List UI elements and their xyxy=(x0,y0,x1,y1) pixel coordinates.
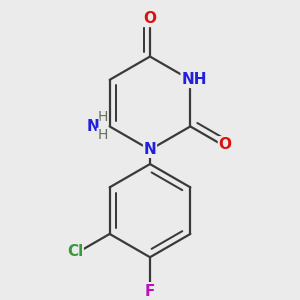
Text: N: N xyxy=(144,142,156,157)
Text: N: N xyxy=(86,119,99,134)
Text: F: F xyxy=(145,284,155,299)
Text: H: H xyxy=(97,128,108,142)
Text: H: H xyxy=(97,110,108,124)
Text: NH: NH xyxy=(181,72,207,87)
Text: Cl: Cl xyxy=(67,244,83,260)
Text: O: O xyxy=(143,11,157,26)
Text: O: O xyxy=(218,137,232,152)
